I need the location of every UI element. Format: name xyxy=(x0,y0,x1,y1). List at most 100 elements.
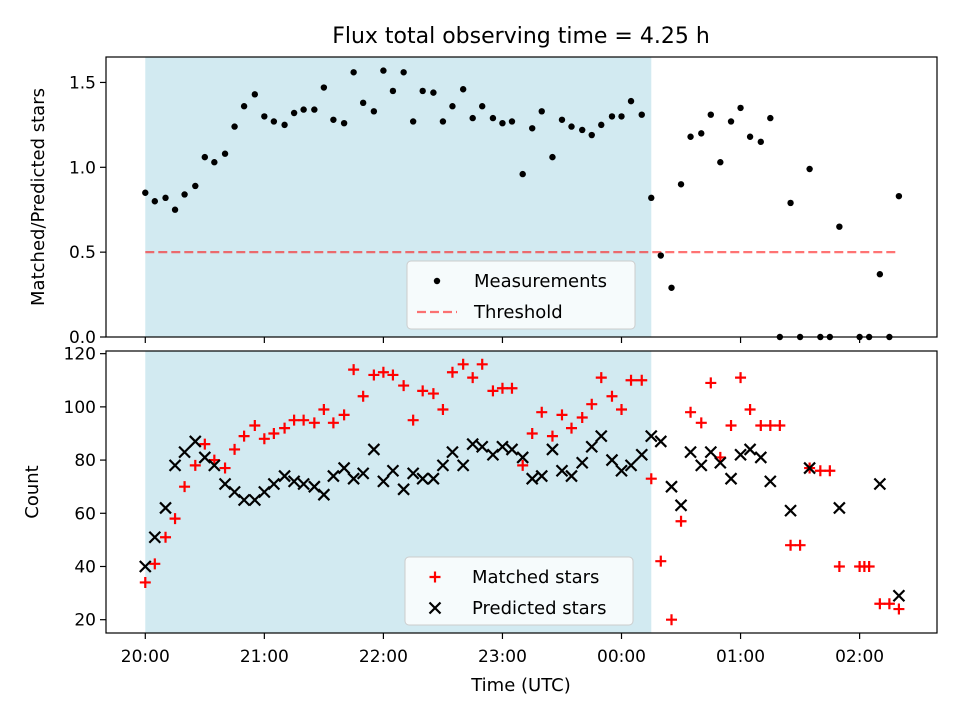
measurement-point xyxy=(251,91,259,98)
measurement-point xyxy=(439,118,447,125)
measurement-point xyxy=(300,106,307,113)
legend-box xyxy=(404,556,634,626)
x-tick-label: 22:00 xyxy=(359,647,408,667)
predicted-star-point xyxy=(406,467,420,480)
ratio-x-ticks xyxy=(144,337,861,343)
count-panel: 20 40 60 80 100 120 20:00 21:00 22:00 23:00 00:00… xyxy=(22,345,938,667)
predicted-star-point xyxy=(317,488,331,501)
measurement-point xyxy=(588,131,595,139)
measurement-point xyxy=(746,133,754,140)
matched-star-point xyxy=(417,385,429,397)
measurement-point xyxy=(430,89,437,96)
measurement-point xyxy=(171,206,179,213)
predicted-star-point xyxy=(724,472,738,485)
matched-star-point xyxy=(189,459,201,471)
predicted-star-point xyxy=(833,501,846,515)
measurement-point xyxy=(419,87,426,95)
matched-star-point xyxy=(774,419,786,431)
measurement-point xyxy=(162,194,169,202)
measurement-point xyxy=(449,103,456,110)
matched-star-point xyxy=(467,372,479,384)
matched-star-point xyxy=(368,369,380,381)
measurements-series xyxy=(142,67,903,341)
legend-marker-measurements xyxy=(433,277,441,285)
matched-star-point xyxy=(308,417,320,429)
matched-star-point xyxy=(398,380,410,392)
y-tick-label: 80 xyxy=(74,451,96,471)
matched-star-point xyxy=(487,385,499,397)
predicted-star-point xyxy=(475,440,489,454)
predicted-star-point xyxy=(456,459,470,472)
legend-marker-matched xyxy=(429,571,441,583)
matched-star-point xyxy=(149,558,161,570)
matched-star-point xyxy=(437,404,449,416)
predicted-star-point xyxy=(189,435,202,448)
predicted-star-point xyxy=(764,475,777,488)
matched-star-point xyxy=(705,377,717,389)
predicted-star-point xyxy=(635,448,649,462)
predicted-star-point xyxy=(734,448,747,462)
predicted-star-point xyxy=(168,459,182,472)
y-tick-label: 120 xyxy=(64,345,96,365)
measurement-point xyxy=(508,118,516,125)
predicted-star-point xyxy=(337,461,351,475)
predicted-star-point xyxy=(446,445,459,459)
predicted-star-point xyxy=(754,451,768,464)
matched-star-point xyxy=(714,451,726,463)
matched-star-point xyxy=(725,419,737,431)
measurement-point xyxy=(320,84,328,91)
measurement-point xyxy=(370,108,378,115)
measurement-point xyxy=(270,118,278,125)
measurement-point xyxy=(151,198,159,205)
legend-label: Matched stars xyxy=(472,567,599,588)
legend-marker-predicted xyxy=(428,601,442,615)
matched-star-point xyxy=(229,443,241,455)
predicted-star-point xyxy=(496,440,509,454)
measurement-point xyxy=(627,97,635,105)
predicted-star-point xyxy=(803,461,816,475)
ratio-y-axis-label: Matched/Predicted stars xyxy=(28,88,49,306)
predicted-star-point xyxy=(575,456,589,470)
legend-label: Threshold xyxy=(473,302,563,323)
predicted-star-point xyxy=(139,560,152,573)
matched-star-point xyxy=(735,372,747,384)
ratio-panel: 0.0 0.5 1.0 1.5 Matched/Predicted stars Mea… xyxy=(28,56,938,348)
predicted-star-point xyxy=(555,464,569,477)
predicted-star-point xyxy=(615,464,628,477)
predicted-star-point xyxy=(278,469,291,483)
predicted-star-point xyxy=(297,477,310,491)
matched-star-point xyxy=(238,430,250,442)
predicted-star-point xyxy=(784,504,797,517)
predicted-star-point xyxy=(684,445,697,459)
predicted-star-point xyxy=(605,453,619,467)
matched-star-point xyxy=(387,369,399,381)
predicted-star-point xyxy=(714,456,727,470)
measurement-point xyxy=(340,119,348,127)
count-legend: Matched stars Predicted stars xyxy=(404,556,634,626)
matched-star-point xyxy=(268,427,280,439)
predicted-star-point xyxy=(416,472,429,485)
count-y-axis-label: Count xyxy=(22,465,43,518)
predicted-star-point xyxy=(367,443,381,456)
matched-star-point xyxy=(666,614,678,626)
predicted-star-point xyxy=(148,530,162,544)
matched-star-point xyxy=(377,366,389,378)
x-tick-label: 01:00 xyxy=(716,647,765,667)
predicted-stars-series xyxy=(139,429,906,603)
matched-star-point xyxy=(258,433,270,445)
measurement-point xyxy=(687,133,694,140)
predicted-star-point xyxy=(704,445,718,459)
matched-star-point xyxy=(506,382,518,394)
matched-star-point xyxy=(476,358,488,370)
measurement-point xyxy=(717,159,724,166)
measurement-point xyxy=(707,111,714,118)
matched-star-point xyxy=(814,465,826,477)
matched-star-point xyxy=(446,366,458,378)
count-plot-area xyxy=(105,350,938,634)
measurement-point xyxy=(608,113,616,120)
matched-star-point xyxy=(586,398,598,410)
predicted-star-point xyxy=(535,469,549,483)
measurement-point xyxy=(389,87,397,95)
measurement-point xyxy=(181,191,188,198)
